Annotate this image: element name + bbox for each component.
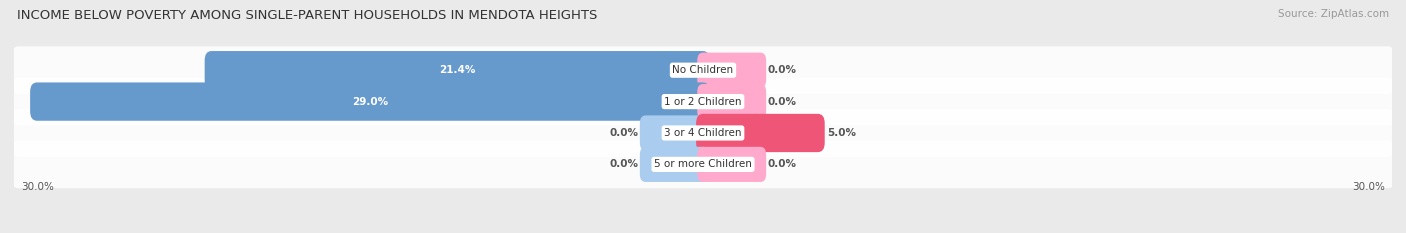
Text: 0.0%: 0.0%	[768, 97, 796, 106]
Text: 0.0%: 0.0%	[610, 159, 638, 169]
Text: 1 or 2 Children: 1 or 2 Children	[664, 97, 742, 106]
FancyBboxPatch shape	[11, 109, 1395, 157]
Text: 5.0%: 5.0%	[827, 128, 856, 138]
FancyBboxPatch shape	[697, 84, 766, 119]
Text: 5 or more Children: 5 or more Children	[654, 159, 752, 169]
FancyBboxPatch shape	[640, 115, 709, 151]
FancyBboxPatch shape	[11, 140, 1395, 188]
Text: No Children: No Children	[672, 65, 734, 75]
Text: 30.0%: 30.0%	[1353, 182, 1385, 192]
FancyBboxPatch shape	[11, 46, 1395, 94]
FancyBboxPatch shape	[696, 114, 825, 152]
FancyBboxPatch shape	[697, 53, 766, 88]
Text: Source: ZipAtlas.com: Source: ZipAtlas.com	[1278, 9, 1389, 19]
Text: 29.0%: 29.0%	[352, 97, 388, 106]
FancyBboxPatch shape	[697, 147, 766, 182]
Text: 0.0%: 0.0%	[768, 65, 796, 75]
Text: INCOME BELOW POVERTY AMONG SINGLE-PARENT HOUSEHOLDS IN MENDOTA HEIGHTS: INCOME BELOW POVERTY AMONG SINGLE-PARENT…	[17, 9, 598, 22]
FancyBboxPatch shape	[640, 147, 709, 182]
Text: 0.0%: 0.0%	[768, 159, 796, 169]
FancyBboxPatch shape	[205, 51, 710, 89]
FancyBboxPatch shape	[11, 78, 1395, 125]
FancyBboxPatch shape	[30, 82, 710, 121]
Text: 0.0%: 0.0%	[610, 128, 638, 138]
Text: 21.4%: 21.4%	[439, 65, 475, 75]
Text: 3 or 4 Children: 3 or 4 Children	[664, 128, 742, 138]
Text: 30.0%: 30.0%	[21, 182, 53, 192]
